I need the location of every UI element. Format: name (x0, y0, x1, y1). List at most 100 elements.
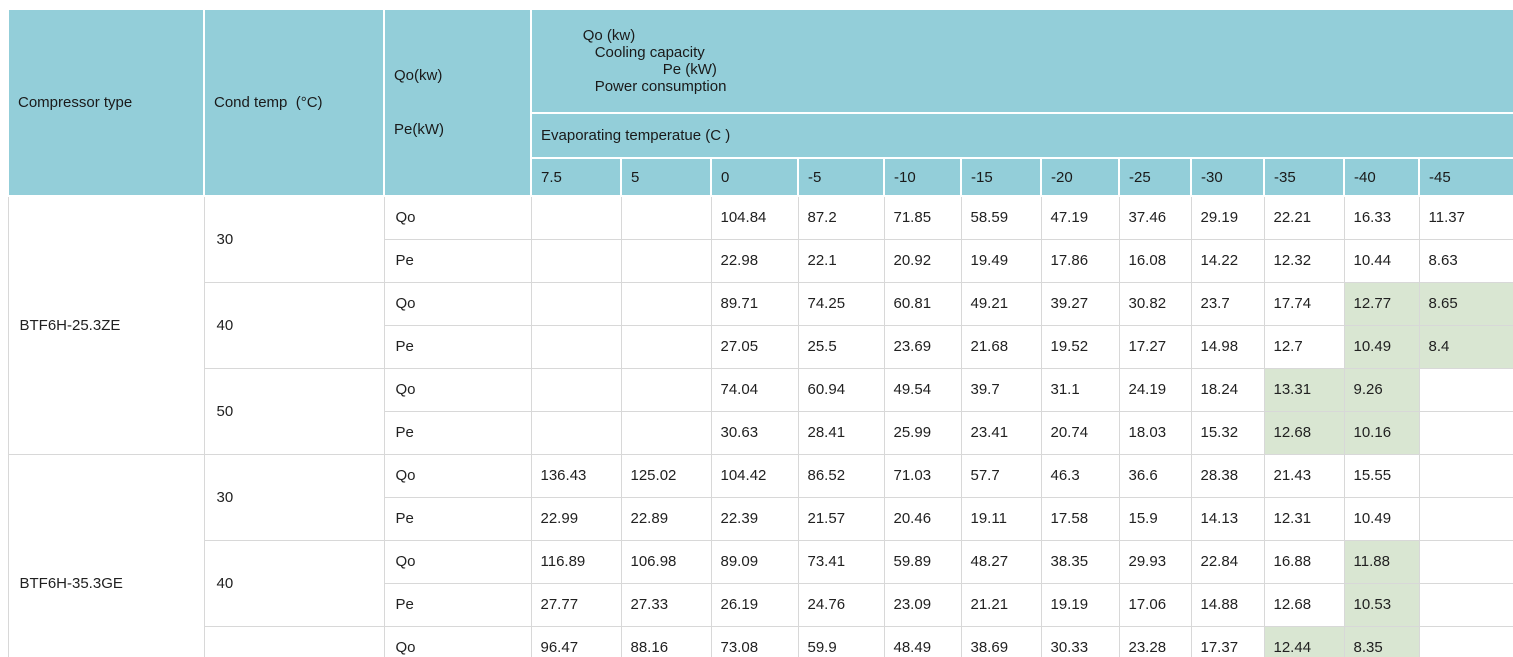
value-cell: 12.68 (1263, 410, 1345, 455)
value-cell: 21.43 (1263, 453, 1345, 498)
power-consumption-label: Power consumption (594, 78, 727, 95)
table-row: BTF6H-35.3GE 30 Qo 136.43 125.02 104.42 86.52 7… (7, 453, 1513, 657)
value-cell (530, 238, 622, 283)
value-cell: 89.71 (710, 281, 799, 326)
value-cell: 28.41 (797, 410, 885, 455)
pe-unit-label: Pe(kW) (394, 120, 444, 138)
value-cell: 104.84 (710, 195, 799, 240)
value-cell: 18.24 (1190, 367, 1265, 412)
evap-temp-tick: -10 (883, 157, 962, 197)
cooling-capacity-label: Cooling capacity (594, 44, 705, 61)
value-cell: 30.33 (1040, 625, 1120, 657)
table-row: Pe 22.98 22.1 20.92 19.49 17.86 16.08 14.22 12.3… (8, 238, 1513, 283)
evap-temp-tick: -40 (1343, 157, 1420, 197)
value-cell: 39.7 (960, 367, 1042, 412)
compressor-performance-table: Compressor type Cond temp (°C) Qo(kw) Pe… (7, 8, 1513, 657)
value-cell: 30.63 (710, 410, 799, 455)
value-cell: 25.5 (797, 324, 885, 369)
value-cell: 17.06 (1118, 582, 1192, 627)
value-cell (530, 195, 622, 240)
evap-temp-tick: -45 (1417, 157, 1513, 197)
value-cell: 74.25 (797, 281, 885, 326)
qo-pe-header: Qo(kw) Pe(kW) (383, 8, 532, 197)
value-cell: 12.77 (1343, 281, 1420, 326)
value-cell: 22.89 (620, 496, 712, 541)
value-cell: 8.4 (1418, 324, 1513, 369)
row-label-cell: Qo (383, 453, 532, 498)
table-row: Pe 22.99 22.89 22.39 21.57 20.46 19.11 17.58 15.… (8, 496, 1513, 541)
table-row: BTF6H-25.3ZE 30 Qo 104.84 87.2 71.85 58.59 47.1… (7, 195, 1513, 455)
value-cell: 86.52 (797, 453, 885, 498)
value-cell: 21.57 (797, 496, 885, 541)
value-cell: 10.49 (1343, 324, 1420, 369)
table-row: Pe 30.63 28.41 25.99 23.41 20.74 18.03 15.32 12.… (8, 410, 1513, 455)
value-cell: 14.22 (1190, 238, 1265, 283)
cond-temp-cell: 40 (203, 539, 385, 627)
value-cell: 24.19 (1118, 367, 1192, 412)
value-cell: 12.44 (1263, 625, 1345, 657)
value-cell: 12.31 (1263, 496, 1345, 541)
value-cell: 136.43 (530, 453, 622, 498)
value-cell: 12.68 (1263, 582, 1345, 627)
value-cell (1418, 367, 1513, 412)
qo-unit-label: Qo(kw) (394, 66, 443, 84)
value-cell: 23.7 (1190, 281, 1265, 326)
value-cell: 31.1 (1040, 367, 1120, 412)
value-cell: 89.09 (710, 539, 799, 584)
value-cell: 74.04 (710, 367, 799, 412)
value-cell: 106.98 (620, 539, 712, 584)
row-label-cell: Qo (383, 195, 532, 240)
value-cell: 125.02 (620, 453, 712, 498)
row-label-cell: Pe (383, 324, 532, 369)
value-cell: 23.41 (960, 410, 1042, 455)
value-cell: 14.88 (1190, 582, 1265, 627)
row-label-cell: Pe (383, 582, 532, 627)
value-cell: 16.08 (1118, 238, 1192, 283)
value-cell: 19.11 (960, 496, 1042, 541)
value-cell: 17.37 (1190, 625, 1265, 657)
evap-temp-tick: 7.5 (530, 157, 622, 197)
value-cell: 18.03 (1118, 410, 1192, 455)
row-label-cell: Qo (383, 625, 532, 657)
row-label-cell: Qo (383, 539, 532, 584)
table-row: 40 Qo 116.89 106.98 89.09 73.41 59.89 48.27 38.3… (8, 539, 1513, 627)
value-cell: 8.63 (1418, 238, 1513, 283)
value-cell: 19.19 (1040, 582, 1120, 627)
row-label-cell: Qo (383, 367, 532, 412)
value-cell: 57.7 (960, 453, 1042, 498)
evap-temp-tick-row: 7.5 5 0 -5 -10 -15 -20 -25 -30 -35 -40 -45 (8, 157, 1513, 197)
value-cell: 88.16 (620, 625, 712, 657)
row-label-cell: Pe (383, 238, 532, 283)
value-cell: 96.47 (530, 625, 622, 657)
value-cell: 22.1 (797, 238, 885, 283)
value-cell: 14.98 (1190, 324, 1265, 369)
value-cell: 87.2 (797, 195, 885, 240)
value-cell: 116.89 (530, 539, 622, 584)
value-cell: 59.89 (883, 539, 962, 584)
value-cell: 9.26 (1343, 367, 1420, 412)
value-cell: 11.37 (1418, 195, 1513, 240)
table-row: 50 Qo 74.04 60.94 49.54 39.7 31.1 24.19 18.24 13.… (8, 367, 1513, 455)
value-cell: 26.19 (710, 582, 799, 627)
evap-temp-tick: -5 (797, 157, 885, 197)
value-cell: 25.99 (883, 410, 962, 455)
value-cell: 27.77 (530, 582, 622, 627)
cond-temp-header: Cond temp (°C) (203, 8, 385, 197)
value-cell (620, 238, 712, 283)
value-cell: 46.3 (1040, 453, 1120, 498)
value-cell (1418, 453, 1513, 498)
value-cell: 49.54 (883, 367, 962, 412)
value-cell: 71.85 (883, 195, 962, 240)
header-row-2: Evaporating temperatue (C ) (8, 112, 1513, 159)
value-cell: 22.21 (1263, 195, 1345, 240)
value-cell: 21.21 (960, 582, 1042, 627)
evaporating-temperature-header: Evaporating temperatue (C ) (529, 112, 1513, 159)
value-cell: 60.94 (797, 367, 885, 412)
value-cell: 10.49 (1343, 496, 1420, 541)
value-cell: 60.81 (883, 281, 962, 326)
value-cell: 20.74 (1040, 410, 1120, 455)
cond-temp-cell: 30 (203, 453, 385, 541)
value-cell: 12.32 (1263, 238, 1345, 283)
value-cell: 38.35 (1040, 539, 1120, 584)
